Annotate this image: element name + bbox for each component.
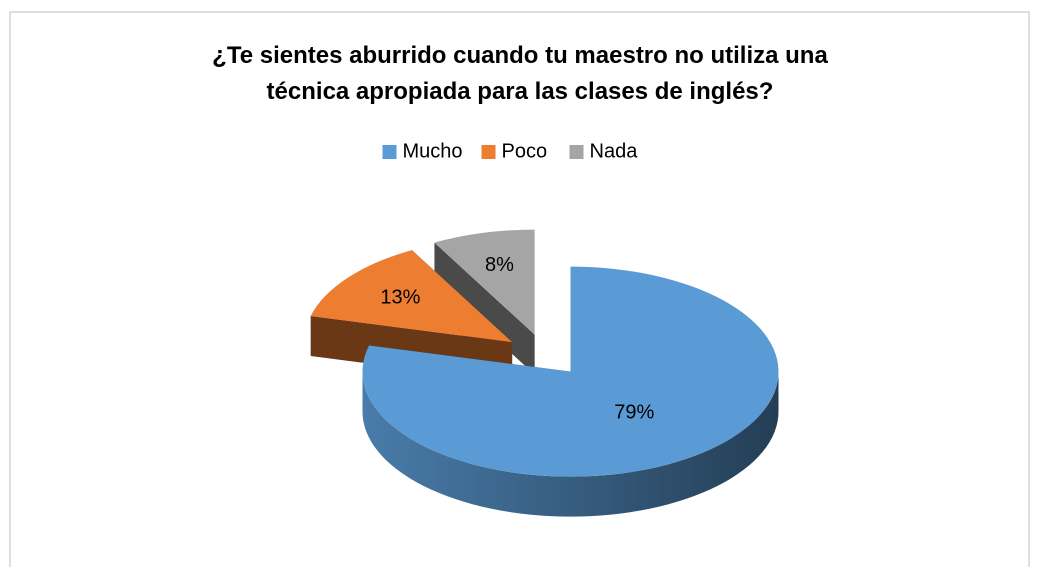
legend-swatch <box>569 145 584 159</box>
slice-top <box>434 229 535 335</box>
legend-label: Poco <box>502 140 548 162</box>
legend-swatch <box>382 145 397 159</box>
chart-border <box>9 11 1030 567</box>
data-label: 8% <box>485 254 514 276</box>
data-label: 13% <box>380 287 420 309</box>
pie-slice <box>362 266 779 517</box>
legend-swatch <box>481 145 496 159</box>
slice-top <box>362 266 779 477</box>
slice-wall <box>362 371 779 517</box>
legend-label: Nada <box>590 140 639 162</box>
chart-title: ¿Te sientes aburrido cuando tu maestro n… <box>212 42 828 105</box>
legend-label: Mucho <box>403 140 463 162</box>
data-label: 79% <box>614 401 654 423</box>
pie-slice <box>310 250 513 383</box>
slice-top <box>310 250 513 343</box>
